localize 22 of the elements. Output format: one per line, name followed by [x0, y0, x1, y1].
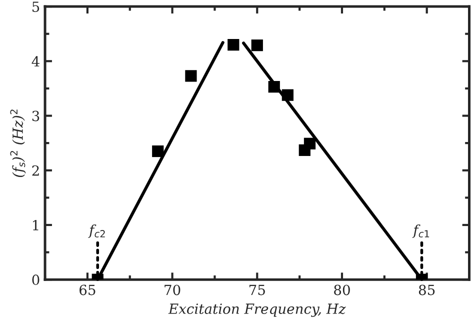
annotation: f$_{c2}$ [88, 224, 105, 238]
point [185, 70, 197, 82]
y-tick-label: 1 [33, 220, 38, 230]
point [251, 40, 263, 52]
y-tick-label: 4 [32, 56, 40, 66]
x-tick-label: 70 [164, 284, 180, 296]
x-tick-label: 75 [249, 284, 265, 296]
x-axis-title: Excitation Frequency, Hz [168, 304, 346, 317]
y-tick-label: 0 [32, 274, 40, 286]
x-tick-label: 80 [334, 284, 350, 296]
y-tick-label: 2 [32, 165, 39, 176]
y-axis-title: (f$_{s}$)$^{2}$ (Hz)$^{2}$ [10, 110, 26, 178]
point [304, 138, 316, 150]
x-tick-label: 65 [80, 284, 96, 296]
point [282, 89, 294, 101]
y-tick-label: 5 [32, 2, 40, 12]
point [268, 81, 280, 93]
point [152, 145, 164, 158]
x-tick-label: 85 [418, 284, 435, 296]
annotation: f$_{c1}$ [412, 224, 430, 238]
y-tick-label: 3 [32, 110, 40, 122]
point [228, 38, 240, 51]
